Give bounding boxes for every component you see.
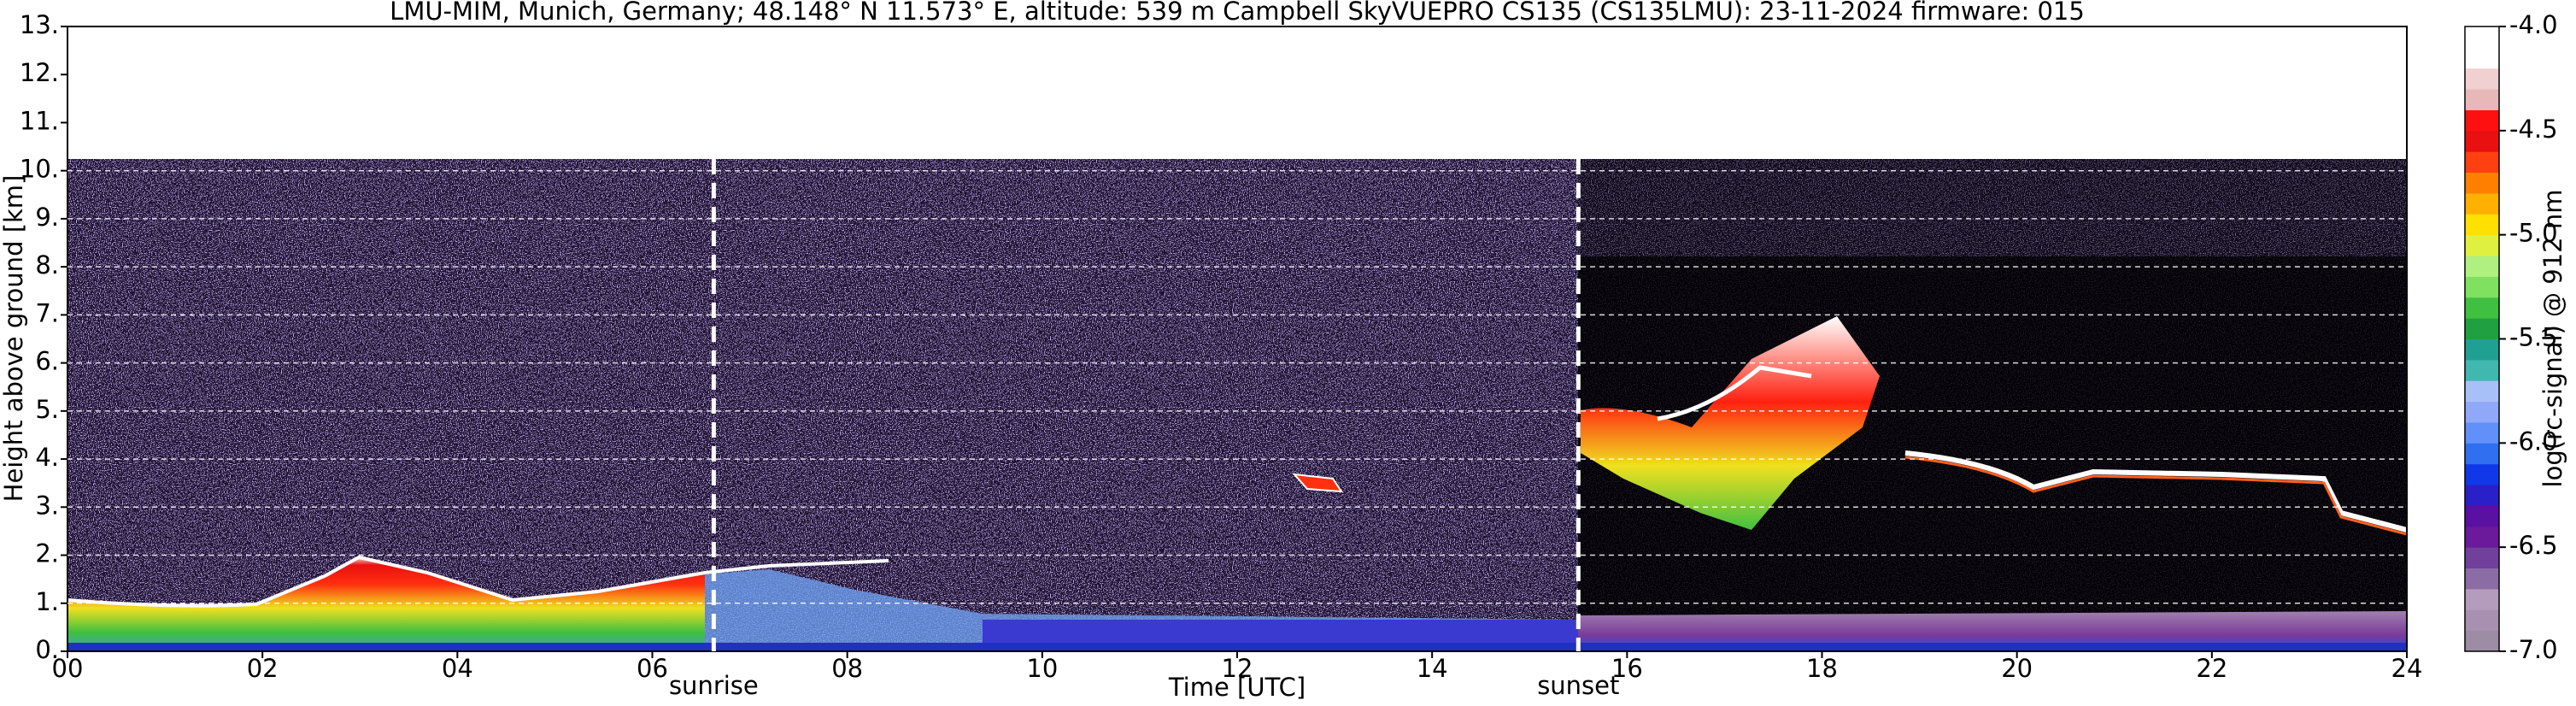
colorbar-cell: [2465, 214, 2499, 236]
annotation-label: sunset: [1537, 671, 1619, 700]
colorbar-cell: [2465, 256, 2499, 277]
x-axis-label: Time [UTC]: [1168, 673, 1306, 702]
x-tick-label: 14: [1417, 654, 1448, 683]
colorbar-cell: [2465, 421, 2499, 444]
colorbar-cell: [2465, 47, 2499, 69]
x-tick-label: 20: [2001, 654, 2033, 683]
x-tick-label: 18: [1806, 654, 1838, 683]
colorbar-tick-label: -5.5: [2509, 323, 2558, 352]
colorbar-cell: [2465, 151, 2499, 174]
x-tick-label: 12: [1222, 654, 1253, 683]
annotation-label: sunrise: [669, 671, 759, 700]
colorbar-cell: [2465, 463, 2499, 485]
y-tick-label: 12.: [20, 58, 59, 87]
colorbar-tick-label: -6.0: [2509, 427, 2558, 456]
y-tick-label: 10.: [20, 155, 59, 184]
y-tick-label: 11.: [20, 106, 59, 135]
colorbar-cell: [2465, 89, 2499, 110]
y-tick-label: 0.: [35, 635, 59, 664]
colorbar-cell: [2465, 630, 2499, 652]
colorbar-cell: [2465, 234, 2499, 256]
x-tick-label: 02: [247, 654, 279, 683]
colorbar-cell: [2465, 338, 2499, 361]
colorbar-cell: [2465, 109, 2499, 132]
colorbar-tick-label: -7.0: [2509, 635, 2558, 664]
colorbar-cell: [2465, 547, 2499, 569]
colorbar-cell: [2465, 443, 2499, 465]
y-tick-label: 9.: [35, 203, 59, 232]
y-tick-label: 7.: [35, 298, 59, 327]
chart-title: LMU-MIM, Munich, Germany; 48.148° N 11.5…: [390, 0, 2085, 26]
y-tick-label: 13.: [20, 10, 59, 39]
colorbar-cell: [2465, 380, 2499, 403]
colorbar-cell: [2465, 401, 2499, 423]
y-tick-label: 1.: [35, 587, 59, 616]
x-tick-label: 24: [2391, 654, 2423, 683]
colorbar-cell: [2465, 68, 2499, 90]
x-tick-label: 08: [831, 654, 863, 683]
colorbar-cell: [2465, 172, 2499, 194]
colorbar-cell: [2465, 526, 2499, 548]
x-tick-label: 00: [52, 654, 84, 683]
colorbar-tick-label: -5.0: [2509, 219, 2558, 248]
colorbar-cell: [2465, 505, 2499, 527]
colorbar-cell: [2465, 568, 2499, 590]
colorbar-cell: [2465, 609, 2499, 632]
colorbar-cell: [2465, 297, 2499, 319]
colorbar-tick-label: -4.5: [2509, 115, 2558, 144]
colorbar-tick-label: -6.5: [2509, 531, 2558, 560]
colorbar-cell: [2465, 359, 2499, 381]
y-tick-label: 3.: [35, 491, 59, 520]
y-tick-label: 5.: [35, 395, 59, 424]
colorbar-label: log(rc-signal) @ 912 nm: [2538, 190, 2567, 488]
x-tick-label: 04: [442, 654, 473, 683]
colorbar-cell: [2465, 318, 2499, 339]
x-tick-label: 16: [1611, 654, 1643, 683]
colorbar-cell: [2465, 485, 2499, 506]
y-tick-label: 8.: [35, 250, 59, 279]
y-tick-label: 4.: [35, 443, 59, 472]
colorbar-tick-label: -4.0: [2509, 10, 2558, 39]
colorbar-cell: [2465, 192, 2499, 215]
colorbar-cell: [2465, 588, 2499, 610]
x-tick-label: 06: [637, 654, 668, 683]
colorbar-cell: [2465, 130, 2499, 152]
x-tick-label: 10: [1026, 654, 1058, 683]
y-tick-label: 2.: [35, 539, 59, 568]
x-tick-label: 22: [2196, 654, 2227, 683]
y-tick-label: 6.: [35, 347, 59, 376]
y-axis-label: Height above ground [km]: [0, 175, 28, 503]
colorbar-cell: [2465, 276, 2499, 298]
backscatter-image: [67, 159, 2408, 651]
colorbar-cell: [2465, 26, 2499, 48]
